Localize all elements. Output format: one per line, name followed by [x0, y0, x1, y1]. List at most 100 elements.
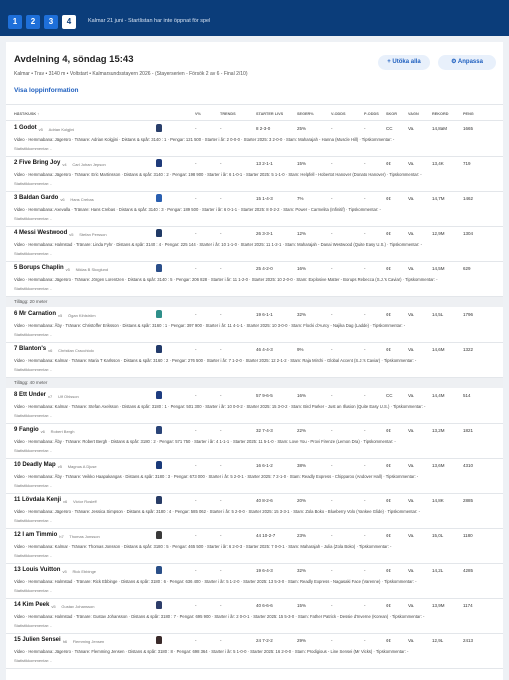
cell: Va. [408, 638, 415, 643]
driver-name: Christian Cracchiolo [58, 347, 94, 353]
race-tab[interactable]: 4 [62, 15, 76, 29]
horse-name[interactable]: 11 Lövdala Kenji [14, 497, 62, 503]
driver-colors [156, 391, 162, 399]
column-header: P-ODDS [364, 112, 379, 116]
horse-details: Video · Hemmabana: Jägersro · Tränare: A… [14, 137, 395, 142]
cell: 40 8-2-6 [256, 498, 273, 503]
column-header: STARTER LIVS [256, 112, 284, 116]
row-rule [6, 156, 503, 157]
info-link[interactable]: Visa loppinformation [14, 87, 79, 94]
cell: 32 7-4-3 [256, 428, 273, 433]
cell: 1796 [463, 312, 474, 317]
cell: 13,9M [432, 603, 445, 608]
driver-colors [156, 566, 162, 574]
horse-age: v6 [60, 196, 65, 202]
cell: - [331, 126, 333, 131]
row-rule [6, 261, 503, 262]
driver-colors [156, 194, 162, 202]
cell: 1322 [463, 347, 474, 352]
horse-age: h7 [59, 533, 64, 539]
race-tab[interactable]: 3 [44, 15, 58, 29]
stat-comment: Statistikkommentar: - [14, 332, 52, 337]
cell: - [195, 196, 197, 201]
expand-label[interactable]: Utöka alla [392, 59, 421, 65]
cell: - [195, 638, 197, 643]
row-rule [6, 191, 503, 192]
driver-name: Magnus A Djuse [67, 463, 97, 469]
horse-name[interactable]: 10 Deadly Map [14, 462, 56, 468]
column-header: V% [195, 112, 201, 116]
cell: ¢¢ [386, 603, 392, 608]
row-rule [6, 493, 503, 494]
cell: 46 4-4-3 [256, 347, 273, 352]
cell: 24 7-2-2 [256, 638, 273, 643]
horse-name[interactable]: 3 Baldan Gardo [14, 195, 59, 201]
cell: - [331, 568, 333, 573]
cell: 9% [297, 347, 304, 352]
cell: - [220, 347, 222, 352]
driver-colors [156, 601, 162, 609]
cell: - [220, 498, 222, 503]
cell: 14,8aM [432, 126, 448, 131]
expand-button[interactable]: + Utöka alla [378, 55, 430, 70]
cell: Va. [408, 312, 415, 317]
horse-age: h6 [62, 638, 68, 644]
cell: 26 3-3-1 [256, 231, 273, 236]
customize-button[interactable]: ⚙ Anpassa [438, 55, 496, 70]
cell: 629 [463, 266, 471, 271]
horse-name[interactable]: 5 Borups Chaplin [14, 265, 64, 271]
cell: - [220, 533, 222, 538]
cell: 29% [297, 638, 307, 643]
horse-name[interactable]: 15 Julien Sensei [14, 637, 61, 643]
horse-name[interactable]: 4 Messi Westwood [14, 230, 68, 236]
cell: Va. [408, 196, 415, 201]
horse-name[interactable]: 6 Mr Carnation [14, 311, 57, 317]
cell: Va. [408, 161, 415, 166]
horse-name[interactable]: 9 Fangio [14, 427, 39, 433]
cell: ¢¢ [386, 231, 392, 236]
race-tab[interactable]: 2 [26, 15, 40, 29]
horse-name[interactable]: 2 Five Bring Joy [14, 160, 61, 166]
horse-details: Video · Hemmabana: Jägersro · Tränare: F… [14, 649, 409, 654]
horse-name[interactable]: 12 I am Timmio [14, 532, 58, 538]
cell: 2413 [463, 638, 474, 643]
driver-colors [156, 159, 162, 167]
cell: Va. [408, 603, 415, 608]
horse-name[interactable]: 13 Louis Vuitton [14, 567, 61, 573]
horse-age: v5 [69, 231, 74, 237]
horse-details: Video · Hemmabana: Jägersro · Tränare: E… [14, 172, 422, 177]
cell: - [195, 498, 197, 503]
driver-name: Robert Bergh [50, 428, 75, 434]
stat-comment: Statistikkommentar: - [14, 413, 52, 418]
horse-details: Video · Hemmabana: Halmstad · Tränare: L… [14, 242, 422, 247]
race-card: Avdelning 4, söndag 15:43 Kalmar • Trav … [6, 42, 503, 680]
horse-name[interactable]: 14 Kim Peek [14, 602, 50, 608]
horse-details: Video · Hemmabana: Halmstad · Tränare: R… [14, 579, 417, 584]
cell: - [195, 347, 197, 352]
horse-name[interactable]: 8 Ett Under [14, 392, 47, 398]
column-header: V-ODDS [331, 112, 346, 116]
cell: 1304 [463, 231, 474, 236]
column-header: PENG [463, 112, 474, 116]
cell: 12,9M [432, 231, 445, 236]
cell: - [220, 161, 222, 166]
cell: Va. [408, 393, 415, 398]
horse-name[interactable]: 7 Blanton's [14, 346, 47, 352]
cell: 7% [297, 196, 304, 201]
cell: - [220, 463, 222, 468]
horse-name[interactable]: 1 Godot [14, 125, 37, 131]
cell: - [331, 161, 333, 166]
stat-comment: Statistikkommentar: - [14, 286, 52, 291]
race-tab[interactable]: 1 [8, 15, 22, 29]
horse-age: v6 [63, 498, 68, 504]
horse-age: v7 [48, 393, 53, 399]
driver-name: Gustav Johansson [61, 603, 95, 609]
cell: 13,4K [432, 161, 444, 166]
stat-comment: Statistikkommentar: - [14, 518, 52, 523]
driver-name: Thomas Jonsson [69, 533, 100, 539]
driver-colors [156, 496, 162, 504]
horse-details: Video · Hemmabana: Jägersro · Tränare: J… [14, 509, 420, 514]
cell: - [220, 126, 222, 131]
customize-label[interactable]: Anpassa [457, 59, 483, 65]
